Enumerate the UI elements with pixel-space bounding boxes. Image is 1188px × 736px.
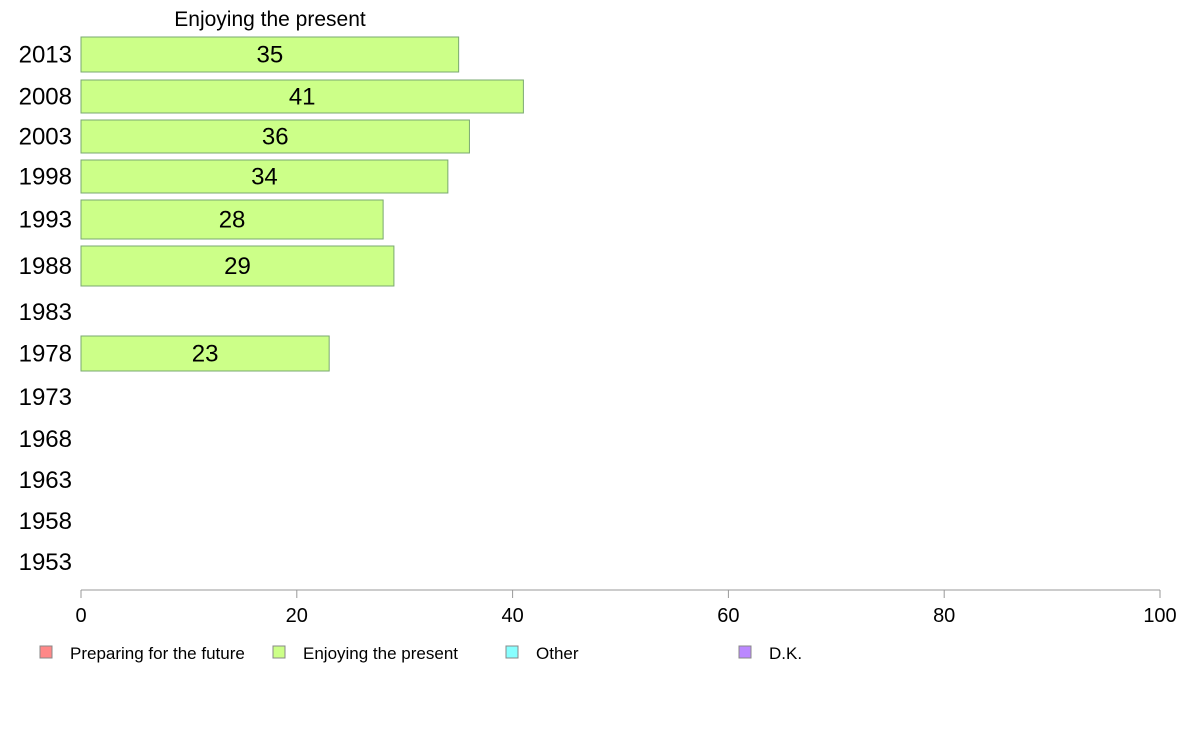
x-tick-label-100: 100 xyxy=(1143,605,1176,627)
legend-label-0: Preparing for the future xyxy=(70,644,245,663)
legend-swatch-2 xyxy=(505,645,519,659)
bar-1993 xyxy=(80,199,384,240)
legend-label-3: D.K. xyxy=(769,644,802,663)
legend-label-1: Enjoying the present xyxy=(303,644,458,663)
legend-swatch-1 xyxy=(272,645,286,659)
year-label-1958: 1958 xyxy=(19,508,72,535)
year-label-1963: 1963 xyxy=(19,467,72,494)
year-label-1983: 1983 xyxy=(19,299,72,326)
bar-1998 xyxy=(80,159,449,194)
bar-value-2003: 36 xyxy=(262,124,289,151)
x-axis: 0 20 40 60 80 100 xyxy=(75,589,1177,627)
year-label-1953: 1953 xyxy=(19,549,72,576)
year-label-1993: 1993 xyxy=(19,207,72,234)
x-tick-label-20: 20 xyxy=(286,605,308,627)
chart-title: Enjoying the present xyxy=(174,8,366,31)
x-tick-label-0: 0 xyxy=(75,605,86,627)
bar-value-1988: 29 xyxy=(224,253,251,280)
year-label-2008: 2008 xyxy=(19,84,72,111)
bar-value-1993: 28 xyxy=(219,207,246,234)
legend-swatch-3 xyxy=(738,645,752,659)
legend-label-2: Other xyxy=(536,644,579,663)
year-label-1973: 1973 xyxy=(19,384,72,411)
legend: Preparing for the future Enjoying the pre… xyxy=(39,644,802,663)
year-label-2003: 2003 xyxy=(19,124,72,151)
x-tick-label-40: 40 xyxy=(501,605,523,627)
bar-1988 xyxy=(80,245,395,287)
legend-swatch-0 xyxy=(39,645,53,659)
bar-2013 xyxy=(80,36,460,73)
bar-2003 xyxy=(80,119,470,154)
bar-value-1978: 23 xyxy=(192,341,219,368)
year-label-1988: 1988 xyxy=(19,253,72,280)
bar-value-2008: 41 xyxy=(289,84,316,111)
bars xyxy=(80,36,524,372)
x-tick-label-60: 60 xyxy=(717,605,739,627)
year-label-1998: 1998 xyxy=(19,164,72,191)
bar-value-1998: 34 xyxy=(251,164,278,191)
bar-1978 xyxy=(80,335,330,372)
x-tick-label-80: 80 xyxy=(933,605,955,627)
year-label-1968: 1968 xyxy=(19,426,72,453)
y-axis-labels: 2013 2008 2003 1998 1993 1988 1983 1978 1973 1968… xyxy=(19,42,72,577)
bar-2008 xyxy=(80,79,524,114)
year-label-1978: 1978 xyxy=(19,341,72,368)
bar-value-2013: 35 xyxy=(256,42,283,69)
year-label-2013: 2013 xyxy=(19,42,72,69)
